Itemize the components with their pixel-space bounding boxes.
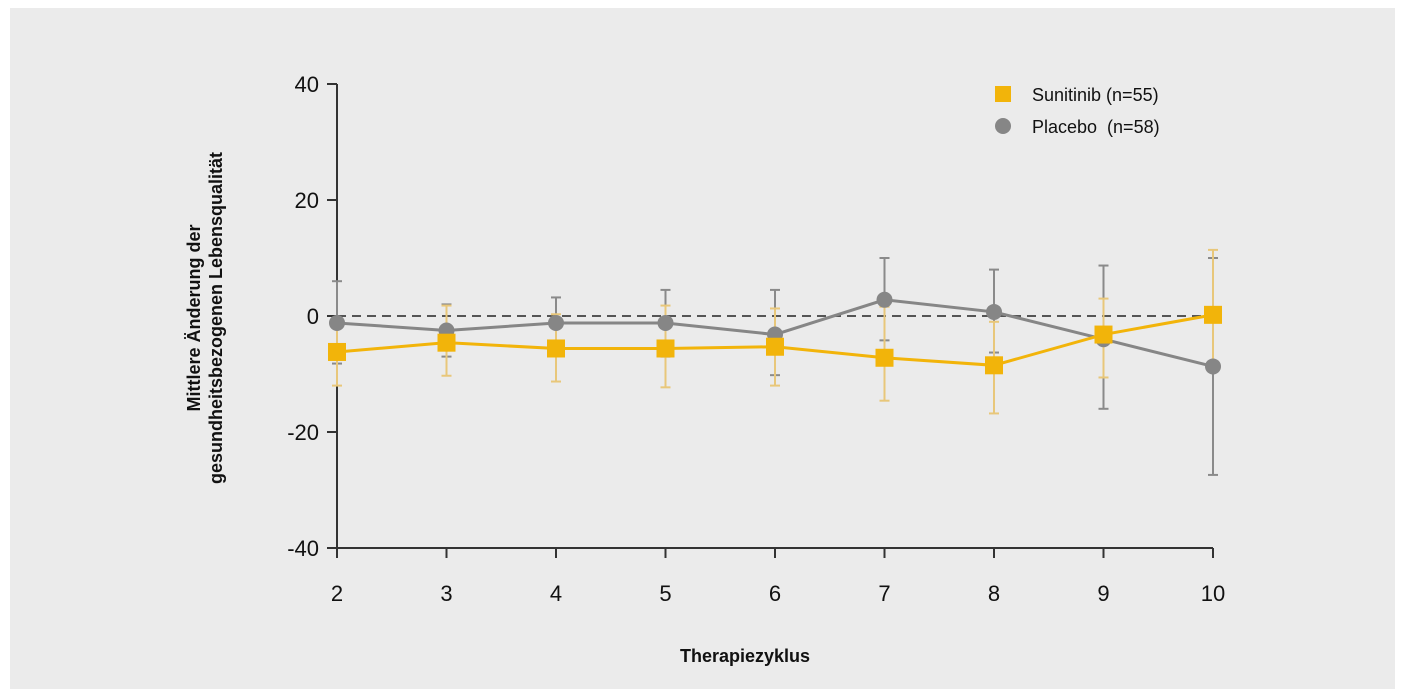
legend: Sunitinib (n=55) Placebo (n=58) bbox=[995, 85, 1160, 137]
sunitinib-point bbox=[766, 337, 784, 356]
legend-label-sunitinib: Sunitinib (n=55) bbox=[1032, 85, 1159, 105]
y-axis-title-line2: gesundheitsbezogenen Lebensqualität bbox=[206, 152, 226, 484]
error-bars bbox=[332, 248, 1218, 476]
placebo-point bbox=[329, 314, 345, 331]
placebo-point bbox=[548, 314, 564, 331]
sunitinib-point bbox=[656, 339, 675, 358]
x-tick-label: 2 bbox=[331, 581, 343, 606]
placebo-point bbox=[1205, 358, 1221, 375]
series-markers bbox=[328, 291, 1222, 375]
x-tick-label: 6 bbox=[769, 581, 781, 606]
y-tick-label: -40 bbox=[287, 536, 319, 561]
x-tick-label: 3 bbox=[440, 581, 452, 606]
y-axis-title-line1: Mittlere Änderung der bbox=[184, 224, 204, 411]
x-axis-title: Therapiezyklus bbox=[680, 646, 810, 666]
sunitinib-point bbox=[328, 342, 346, 361]
legend-marker-sunitinib bbox=[995, 86, 1011, 102]
placebo-point bbox=[657, 314, 674, 331]
x-tick-label: 7 bbox=[878, 581, 890, 606]
legend-label-placebo: Placebo (n=58) bbox=[1032, 117, 1160, 137]
x-tick-label: 8 bbox=[988, 581, 1000, 606]
x-tick-label: 9 bbox=[1097, 581, 1109, 606]
placebo-point bbox=[876, 291, 893, 308]
y-tick-label: 20 bbox=[295, 188, 319, 213]
y-tick-label: 40 bbox=[295, 72, 319, 97]
y-tick-label: -20 bbox=[287, 420, 319, 445]
sunitinib-point bbox=[1094, 325, 1113, 344]
sunitinib-point bbox=[437, 333, 456, 352]
placebo-point bbox=[986, 303, 1002, 320]
x-tick-label: 4 bbox=[550, 581, 562, 606]
sunitinib-point bbox=[547, 339, 565, 358]
x-tick-label: 10 bbox=[1201, 581, 1225, 606]
x-tick-label: 5 bbox=[659, 581, 671, 606]
sunitinib-point bbox=[875, 348, 894, 367]
sunitinib-point bbox=[1204, 305, 1222, 324]
legend-marker-placebo bbox=[995, 118, 1011, 134]
y-axis-title: Mittlere Änderung der gesundheitsbezogen… bbox=[184, 152, 226, 484]
sunitinib-point bbox=[985, 356, 1003, 375]
y-tick-label: 0 bbox=[307, 304, 319, 329]
